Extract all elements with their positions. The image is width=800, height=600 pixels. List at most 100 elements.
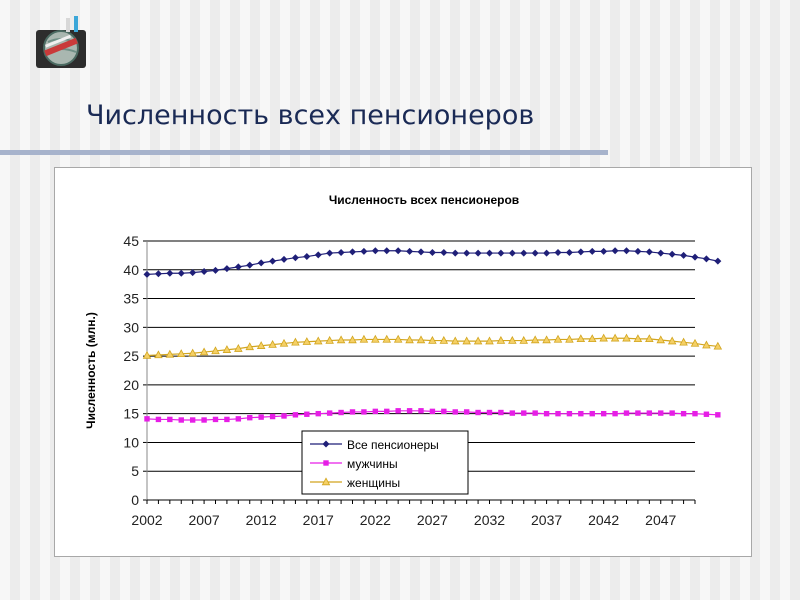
data-point-series-1 <box>143 270 151 278</box>
data-point-series-1 <box>463 249 471 257</box>
data-point-series-1 <box>565 249 573 257</box>
data-point-series-2 <box>384 408 390 415</box>
data-point-series-1 <box>508 249 516 257</box>
data-point-series-2 <box>578 410 584 417</box>
data-point-series-1 <box>383 247 391 255</box>
y-tick-label: 20 <box>123 377 139 393</box>
data-point-series-1 <box>474 249 482 257</box>
x-tick-label: 2032 <box>474 512 505 528</box>
data-point-series-1 <box>394 247 402 255</box>
data-point-series-3 <box>313 336 323 345</box>
data-point-series-3 <box>713 341 723 350</box>
data-point-series-1 <box>417 248 425 256</box>
data-point-series-2 <box>475 409 481 416</box>
data-point-series-3 <box>268 339 277 348</box>
y-tick-label: 5 <box>131 463 139 479</box>
x-tick-label: 2017 <box>303 512 334 528</box>
chart-frame: Численность всех пенсионеров 0 5 10 15 20 25 30… <box>54 167 752 557</box>
data-point-series-2 <box>498 409 504 416</box>
y-tick-label: 45 <box>123 233 139 249</box>
data-point-series-2 <box>646 410 653 416</box>
data-point-series-2 <box>395 408 401 414</box>
data-point-series-3 <box>576 334 586 343</box>
data-point-series-2 <box>167 416 173 423</box>
data-point-series-3 <box>245 342 255 351</box>
data-point-series-1 <box>531 249 539 257</box>
data-point-series-3 <box>622 333 631 342</box>
x-tick-label: 2007 <box>189 512 220 528</box>
x-tick-label: 2012 <box>246 512 277 528</box>
data-point-series-3 <box>450 336 460 345</box>
data-point-series-2 <box>224 416 230 423</box>
data-point-series-1 <box>634 247 642 255</box>
data-point-series-2 <box>338 409 344 416</box>
data-point-series-3 <box>211 346 220 355</box>
legend-marker-1 <box>322 440 330 448</box>
data-point-series-2 <box>326 410 333 416</box>
data-point-series-3 <box>199 347 209 356</box>
data-point-series-2 <box>452 409 458 415</box>
data-point-series-1 <box>177 269 185 277</box>
y-tick-label: 10 <box>123 434 139 450</box>
data-point-series-2 <box>189 417 196 423</box>
data-point-series-3 <box>359 334 369 343</box>
data-point-series-2 <box>658 410 664 416</box>
data-point-series-1 <box>623 247 630 255</box>
data-point-series-1 <box>303 253 311 261</box>
data-point-series-3 <box>142 350 152 359</box>
line-chart: Численность всех пенсионеров 0 5 10 15 20 25 30… <box>84 193 723 528</box>
data-point-series-3 <box>176 349 186 358</box>
data-point-series-1 <box>600 247 608 255</box>
data-point-series-1 <box>520 249 528 257</box>
data-point-series-2 <box>178 417 184 423</box>
y-tick-label: 15 <box>123 406 139 422</box>
data-point-series-1 <box>291 254 299 262</box>
data-point-series-2 <box>349 409 356 415</box>
data-point-series-1 <box>428 249 436 257</box>
legend-label-2: мужчины <box>347 457 398 471</box>
data-point-series-3 <box>485 336 494 345</box>
data-point-series-1 <box>337 249 345 257</box>
data-point-series-2 <box>441 408 447 415</box>
legend-marker-3 <box>321 477 331 486</box>
data-point-series-3 <box>405 335 414 344</box>
data-point-series-3 <box>222 345 232 353</box>
data-point-series-1 <box>360 247 368 255</box>
data-point-series-2 <box>600 410 607 417</box>
data-point-series-3 <box>473 336 483 345</box>
data-point-series-3 <box>416 335 426 344</box>
data-point-series-1 <box>588 247 596 255</box>
data-point-series-1 <box>269 257 277 265</box>
data-point-series-2 <box>589 410 595 417</box>
data-point-series-3 <box>656 335 666 344</box>
data-point-series-3 <box>428 335 437 344</box>
data-point-series-2 <box>463 409 470 415</box>
data-point-series-1 <box>668 250 676 258</box>
legend-label-1: Все пенсионеры <box>347 438 439 452</box>
data-point-series-2 <box>304 411 310 417</box>
title-divider <box>0 150 608 155</box>
data-point-series-1 <box>280 255 288 263</box>
slide-title: Численность всех пенсионеров <box>86 100 535 131</box>
data-point-series-1 <box>680 251 688 259</box>
data-point-series-2 <box>269 413 276 420</box>
data-point-series-1 <box>691 253 699 261</box>
y-axis-label: Численность (млн.) <box>84 312 98 429</box>
data-point-series-3 <box>256 341 266 349</box>
data-point-series-3 <box>325 335 334 344</box>
data-point-series-1 <box>154 270 162 278</box>
data-point-series-3 <box>348 335 357 344</box>
data-point-series-3 <box>336 335 346 344</box>
chart-title: Численность всех пенсионеров <box>329 193 519 207</box>
data-point-series-3 <box>188 348 197 357</box>
data-point-series-3 <box>462 336 471 345</box>
data-point-series-3 <box>679 337 688 346</box>
data-point-series-2 <box>566 410 573 417</box>
data-point-series-2 <box>418 408 424 414</box>
x-tick-label: 2022 <box>360 512 391 528</box>
data-point-series-1 <box>440 249 448 257</box>
data-point-series-3 <box>587 334 597 343</box>
data-point-series-2 <box>635 410 641 416</box>
data-point-series-1 <box>451 249 459 257</box>
data-point-series-3 <box>382 334 392 343</box>
